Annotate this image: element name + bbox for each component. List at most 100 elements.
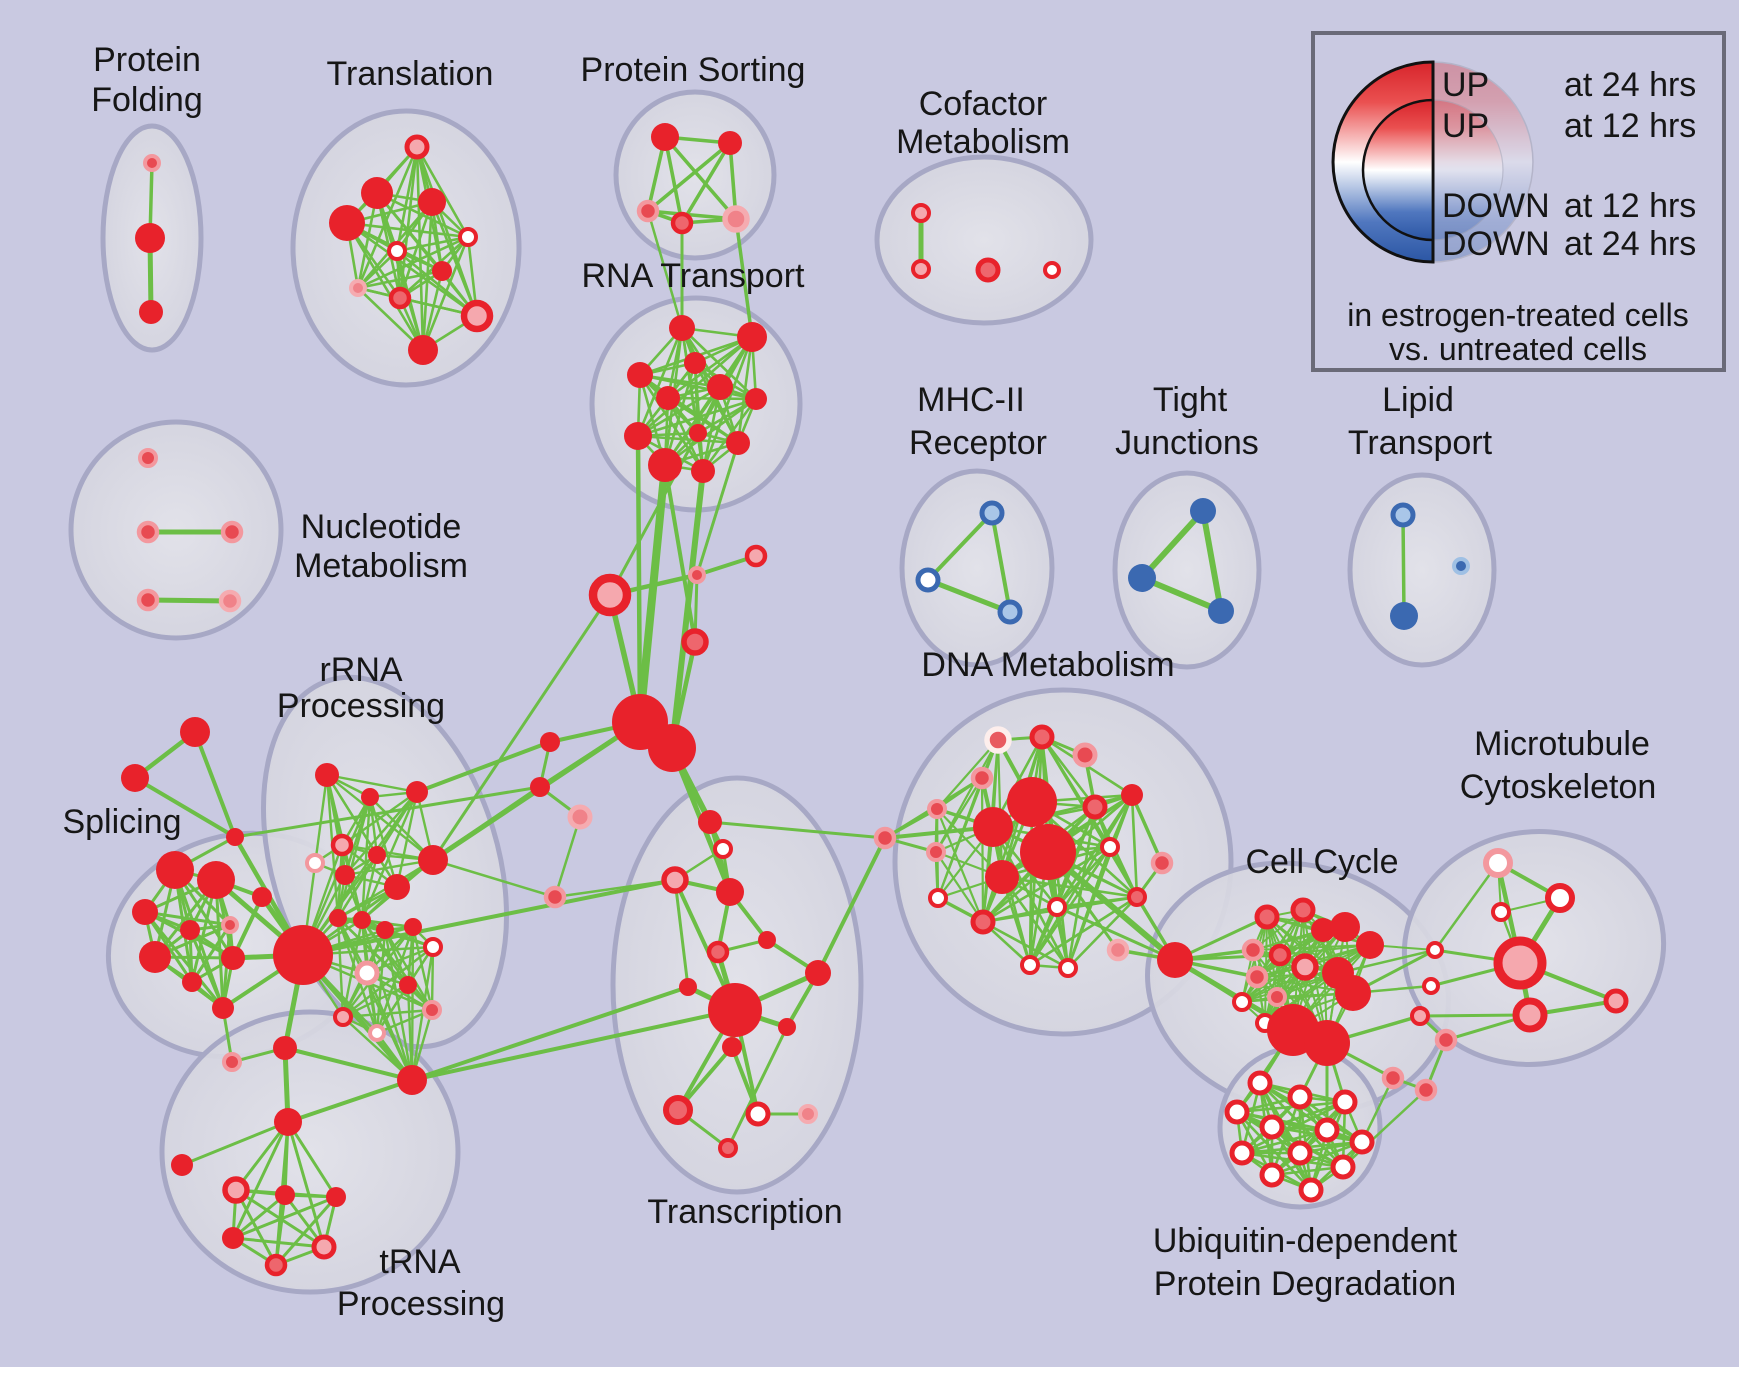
- cluster-label: Junctions: [1115, 424, 1259, 462]
- network-node-t7: [432, 261, 452, 281]
- network-node-rt1: [669, 315, 695, 341]
- network-node-r11: [353, 911, 371, 929]
- network-node-tr3: [326, 1187, 346, 1207]
- network-node-tr1: [222, 1176, 250, 1204]
- network-node-c11: [1245, 965, 1269, 989]
- cluster-label: rRNA: [319, 651, 402, 689]
- network-node-u4: [1224, 1099, 1250, 1125]
- network-edge: [368, 795, 399, 889]
- network-node-t1: [404, 134, 430, 160]
- cluster-label: Lipid: [1382, 381, 1454, 419]
- network-edge: [1028, 905, 1059, 967]
- network-edge: [410, 925, 415, 1082]
- network-edge: [406, 983, 414, 1082]
- network-edge: [343, 790, 419, 877]
- network-edge: [663, 463, 697, 644]
- network-node-br1: [543, 885, 567, 909]
- network-edge: [145, 597, 233, 604]
- network-edge: [180, 1120, 290, 1167]
- cluster-label: RNA Transport: [582, 257, 806, 295]
- network-edge: [286, 1120, 326, 1249]
- network-node-tj1: [1190, 498, 1216, 524]
- network-node-trtop: [273, 1036, 297, 1060]
- network-node-rt3: [627, 362, 653, 388]
- network-node-r4: [330, 833, 354, 857]
- network-edge: [1139, 575, 1224, 614]
- network-node-cp1: [1426, 941, 1444, 959]
- network-node-rt10: [726, 431, 750, 455]
- network-node-r1: [315, 763, 339, 787]
- network-edge: [395, 235, 470, 253]
- network-node-s6: [139, 941, 171, 973]
- network-edge: [274, 1195, 338, 1267]
- network-edge: [368, 795, 379, 857]
- network-node-c3: [1311, 918, 1335, 942]
- network-node-d5: [1121, 784, 1143, 806]
- network-edge: [411, 925, 434, 1012]
- network-node-r20: [368, 1024, 386, 1042]
- cluster-label: Cell Cycle: [1245, 843, 1398, 881]
- network-edge: [356, 269, 444, 290]
- network-node-nm3: [220, 520, 244, 544]
- network-edge: [934, 850, 985, 924]
- network-node-u2: [1287, 1084, 1313, 1110]
- network-edge: [286, 1078, 414, 1124]
- network-edge: [680, 326, 758, 401]
- network-node-r21: [397, 1065, 427, 1095]
- network-node-tr4: [222, 1227, 244, 1249]
- network-edge: [926, 511, 994, 582]
- network-node-c6: [1241, 938, 1265, 962]
- network-edge: [646, 209, 684, 330]
- network-node-r8: [384, 874, 410, 900]
- network-node-u12: [1298, 1177, 1324, 1203]
- network-node-cm2: [911, 259, 931, 279]
- network-node-u7: [1349, 1129, 1375, 1155]
- legend-inner-left-half: [1361, 98, 1435, 242]
- legend: UP at 24 hrs UP at 12 hrs DOWN at 12 hrs DOWN a…: [1311, 31, 1726, 372]
- network-edge: [636, 397, 758, 438]
- network-node-u10: [1259, 1162, 1285, 1188]
- network-edge: [680, 141, 732, 225]
- network-edge: [981, 920, 1070, 970]
- network-node-d20: [1106, 938, 1130, 962]
- network-node-c8: [1291, 953, 1319, 981]
- network-node-x3: [588, 573, 632, 617]
- network-node-tc2: [713, 839, 733, 859]
- cluster-label: Metabolism: [294, 547, 468, 585]
- network-node-spC: [226, 828, 244, 846]
- network-edge: [325, 773, 419, 794]
- network-edge: [421, 235, 470, 352]
- network-node-cp3: [1410, 1006, 1430, 1026]
- network-node-s4: [180, 920, 200, 940]
- network-edge: [734, 217, 754, 339]
- network-edge: [925, 577, 1013, 615]
- network-edge: [430, 945, 435, 1012]
- network-edge: [1241, 972, 1339, 1003]
- network-edge: [666, 396, 740, 445]
- network-node-d14: [928, 888, 948, 908]
- network-node-ps4: [670, 211, 694, 235]
- network-node-d2: [1029, 724, 1055, 750]
- network-node-tc11: [778, 1018, 796, 1036]
- network-edge: [1418, 1013, 1532, 1018]
- network-node-t8: [349, 279, 367, 297]
- network-node-m3: [997, 599, 1023, 625]
- network-node-d6: [927, 799, 947, 819]
- network-edge: [340, 790, 419, 847]
- network-node-x2: [688, 566, 706, 584]
- network-node-t9: [388, 286, 412, 310]
- network-node-ps5: [722, 205, 750, 233]
- network-node-s9: [212, 997, 234, 1019]
- network-node-tc4: [716, 878, 744, 906]
- network-node-u1: [1247, 1070, 1273, 1096]
- network-edge: [345, 221, 425, 352]
- network-edge: [383, 928, 414, 1082]
- network-edge: [936, 776, 984, 900]
- network-edge: [1200, 508, 1224, 614]
- network-edge: [1235, 1110, 1364, 1144]
- network-node-tc14: [745, 1101, 771, 1127]
- network-node-mt4: [1493, 936, 1547, 990]
- network-edge: [415, 145, 425, 352]
- network-node-r14: [423, 937, 443, 957]
